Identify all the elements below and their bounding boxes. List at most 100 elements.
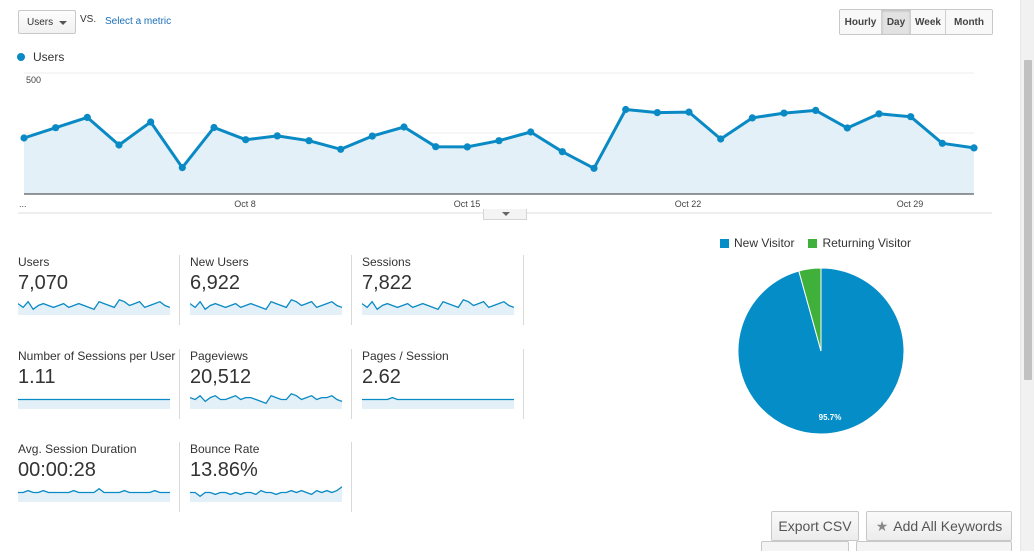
data-point[interactable] xyxy=(843,124,851,132)
sparkline-area xyxy=(362,397,514,409)
data-point[interactable] xyxy=(20,134,28,142)
data-point[interactable] xyxy=(622,105,630,114)
scorecard-pageviews[interactable]: Pageviews 20,512 xyxy=(190,349,350,423)
series-area xyxy=(24,109,974,194)
chart-legend: Users xyxy=(17,50,64,64)
data-point[interactable] xyxy=(337,145,345,153)
data-point[interactable] xyxy=(178,164,186,172)
data-point[interactable] xyxy=(83,113,91,121)
sparkline xyxy=(18,487,170,502)
period-button-month[interactable]: Month xyxy=(946,10,992,34)
partial-button[interactable] xyxy=(761,541,849,551)
scorecard-pages-per-session[interactable]: Pages / Session 2.62 xyxy=(362,349,522,423)
export-csv-label: Export CSV xyxy=(778,518,852,534)
data-point[interactable] xyxy=(527,128,535,136)
data-point[interactable] xyxy=(115,141,123,149)
add-all-keywords-label: Add All Keywords xyxy=(893,518,1003,534)
select-metric-link[interactable]: Select a metric xyxy=(105,16,172,27)
data-point[interactable] xyxy=(400,123,408,131)
export-csv-button[interactable]: Export CSV xyxy=(771,511,859,541)
y-tick-500: 500 xyxy=(26,75,41,85)
pie-legend: New Visitor Returning Visitor xyxy=(720,236,925,250)
divider xyxy=(351,255,352,325)
data-point[interactable] xyxy=(210,123,218,132)
pie-legend-returning-visitor[interactable]: Returning Visitor xyxy=(808,236,911,250)
sparkline xyxy=(190,299,342,315)
legend-label: New Visitor xyxy=(734,236,795,250)
scorecard-avg-session-duration[interactable]: Avg. Session Duration 00:00:28 xyxy=(18,442,178,516)
data-point[interactable] xyxy=(463,143,471,151)
x-tick-start: ... xyxy=(19,199,27,209)
legend-swatch xyxy=(808,238,818,248)
scorecard-value: 20,512 xyxy=(190,366,252,388)
metric-select[interactable]: Users xyxy=(18,10,76,34)
data-point[interactable] xyxy=(305,137,313,145)
vs-label: VS. xyxy=(80,14,97,25)
data-point[interactable] xyxy=(273,132,281,140)
scrollbar-thumb[interactable] xyxy=(1024,60,1032,380)
scorecard-new-users[interactable]: New Users 6,922 xyxy=(190,255,350,329)
scorecard-value: 13.86% xyxy=(190,459,258,481)
metric-select-value: Users xyxy=(27,16,54,28)
sparkline xyxy=(18,299,170,315)
partial-button[interactable] xyxy=(856,541,1012,551)
sparkline-line xyxy=(190,393,342,405)
scorecard-value: 7,070 xyxy=(18,272,69,294)
sparkline xyxy=(18,398,170,409)
sparkline-line xyxy=(18,299,170,311)
data-point[interactable] xyxy=(147,118,155,126)
data-point[interactable] xyxy=(685,108,693,116)
data-point[interactable] xyxy=(812,106,820,114)
period-button-week[interactable]: Week xyxy=(911,10,946,34)
sparkline-area xyxy=(190,393,342,409)
sparkline-line xyxy=(362,396,514,401)
period-button-hourly[interactable]: Hourly xyxy=(840,10,882,34)
data-point[interactable] xyxy=(495,137,503,145)
data-point[interactable] xyxy=(52,124,60,132)
sparkline-area xyxy=(362,299,514,315)
sparkline xyxy=(362,299,514,315)
sparkline-line xyxy=(18,487,170,494)
scorecard-label: Pageviews xyxy=(190,349,249,363)
scorecard-sessions[interactable]: Sessions 7,822 xyxy=(362,255,522,329)
data-point[interactable] xyxy=(558,148,566,156)
chevron-down-icon xyxy=(502,212,510,216)
data-point[interactable] xyxy=(717,135,725,143)
data-point[interactable] xyxy=(907,113,915,121)
data-point[interactable] xyxy=(368,132,376,140)
x-tick-oct-15: Oct 15 xyxy=(454,199,481,209)
x-tick-oct-22: Oct 22 xyxy=(675,199,702,209)
data-point[interactable] xyxy=(875,110,883,118)
scorecard-bounce-rate[interactable]: Bounce Rate 13.86% xyxy=(190,442,350,516)
scorecard-label: New Users xyxy=(190,255,249,269)
legend-label: Returning Visitor xyxy=(822,236,911,250)
users-line-chart: 500 250 ... Oct 8 Oct 15 Oct 22 Oct 29 xyxy=(18,72,992,214)
scorecard-value: 6,922 xyxy=(190,272,241,294)
divider xyxy=(179,255,180,325)
data-point[interactable] xyxy=(590,164,598,172)
star-icon: ★ xyxy=(875,517,889,534)
x-tick-oct-8: Oct 8 xyxy=(234,199,256,209)
pie-legend-new-visitor[interactable]: New Visitor xyxy=(720,236,794,250)
data-point[interactable] xyxy=(653,109,661,117)
add-all-keywords-button[interactable]: ★ Add All Keywords xyxy=(866,511,1012,541)
data-point[interactable] xyxy=(748,114,756,122)
scorecard-users[interactable]: Users 7,070 xyxy=(18,255,178,329)
collapse-chart-toggle[interactable] xyxy=(483,209,527,220)
pie-slice-returning-visitor[interactable] xyxy=(798,267,822,352)
scorecard-sessions-per-user[interactable]: Number of Sessions per User 1.11 xyxy=(18,349,178,423)
data-point[interactable] xyxy=(970,144,978,152)
sparkline-area xyxy=(18,488,170,502)
period-button-day[interactable]: Day xyxy=(882,10,911,34)
data-point[interactable] xyxy=(938,139,946,147)
sparkline-line xyxy=(190,299,342,311)
pie-slice-label: 95.7% xyxy=(819,413,842,422)
data-point[interactable] xyxy=(432,143,440,151)
scorecard-label: Avg. Session Duration xyxy=(18,442,137,456)
sparkline-line xyxy=(190,486,342,498)
data-point[interactable] xyxy=(780,109,788,117)
divider xyxy=(351,349,352,419)
scorecard-value: 7,822 xyxy=(362,272,413,294)
divider xyxy=(523,255,524,325)
data-point[interactable] xyxy=(242,136,250,144)
